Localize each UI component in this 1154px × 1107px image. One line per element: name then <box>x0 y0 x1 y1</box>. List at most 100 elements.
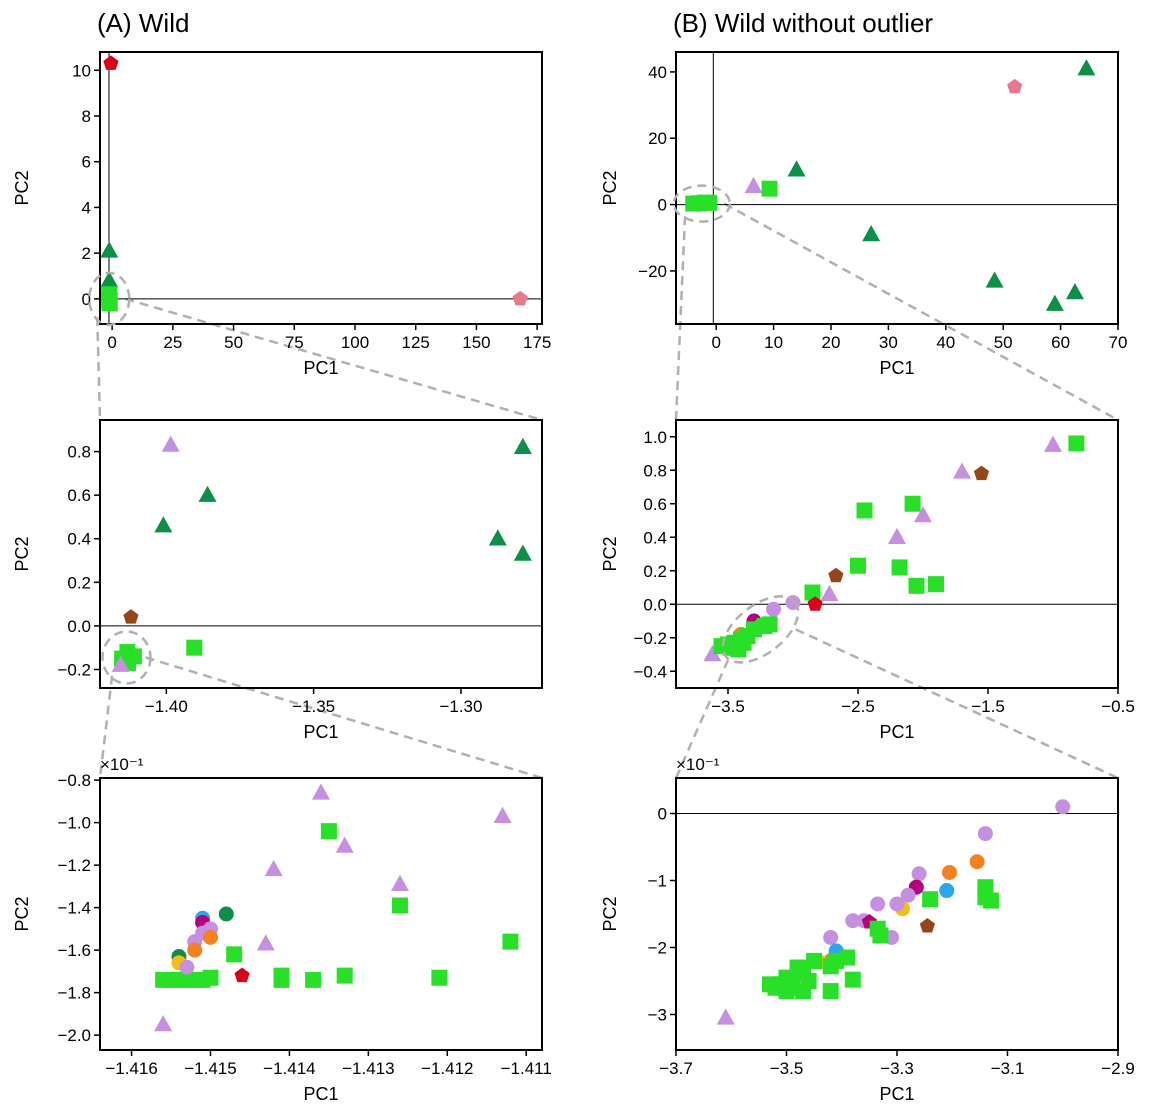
axis-exponent: ×10⁻¹ <box>100 755 144 774</box>
x-tick-label: 150 <box>462 333 490 352</box>
scatter-plot-a3: −1.416 −1.415 −1.414 −1.413 −1.412 −1.411 −2.0… <box>12 755 552 1104</box>
x-axis-label: PC1 <box>303 722 338 742</box>
y-tick-label: 10 <box>72 61 91 80</box>
x-tick-label: 100 <box>341 333 369 352</box>
y-axis-label: PC2 <box>12 896 32 931</box>
zoom-connector-left <box>95 317 102 421</box>
data-point-triangle <box>513 437 532 454</box>
x-tick-label: −3.3 <box>880 1059 914 1078</box>
zoom-connector-right <box>723 202 1119 422</box>
y-tick-label: 1.0 <box>643 428 667 447</box>
x-tick-label: −2.9 <box>1101 1059 1135 1078</box>
plot-frame <box>675 51 1119 325</box>
data-point-square <box>502 933 519 950</box>
x-tick-label: −1.30 <box>439 697 482 716</box>
plot-frame <box>675 419 1119 689</box>
x-tick-label: 40 <box>936 333 955 352</box>
x-tick-label: −3.1 <box>991 1059 1025 1078</box>
zoom-connectors <box>95 202 1119 780</box>
data-point-square <box>850 557 866 574</box>
data-point-triangle <box>1065 283 1084 300</box>
y-tick-label: 0 <box>82 290 91 309</box>
y-tick-label: 0.0 <box>643 595 667 614</box>
data-point-square <box>226 946 243 963</box>
data-point-square <box>822 983 839 1000</box>
data-point-square <box>305 971 322 988</box>
data-point-triangle <box>862 224 881 242</box>
data-point-triangle <box>744 176 763 194</box>
plot-frame <box>675 777 1119 1051</box>
x-tick-label: −1.40 <box>145 697 188 716</box>
x-tick-label: 20 <box>822 333 841 352</box>
data-point-triangle <box>716 1008 735 1025</box>
y-tick-label: −0.8 <box>57 771 91 790</box>
data-point-circle <box>939 883 955 899</box>
data-point-square <box>701 194 718 211</box>
y-tick-label: 0.0 <box>67 617 91 636</box>
x-tick-label: −1.416 <box>105 1059 157 1078</box>
data-point-pentagon <box>1007 78 1023 94</box>
y-tick-label: 0.4 <box>67 530 91 549</box>
y-tick-label: 0.8 <box>67 443 91 462</box>
axis-exponent: ×10⁻¹ <box>676 755 720 774</box>
plot-frame <box>99 419 543 689</box>
x-tick-label: −2.5 <box>841 697 875 716</box>
zoom-region-ellipse <box>672 184 732 223</box>
y-tick-label: −3 <box>648 1005 667 1024</box>
panel-b-title: (B) Wild without outlier <box>673 8 933 38</box>
data-point-square <box>922 891 939 908</box>
data-point-triangle <box>703 645 722 662</box>
y-tick-label: 0.4 <box>643 528 667 547</box>
data-point-pentagon <box>123 609 139 624</box>
data-point-triangle <box>1045 294 1064 311</box>
data-point-triangle <box>390 874 409 891</box>
y-tick-label: −2.0 <box>57 1026 91 1045</box>
data-point-circle <box>870 896 886 912</box>
data-point-circle <box>203 929 218 945</box>
scatter-plot-b3: −3.7 −3.5 −3.3 −3.1 −2.9 −3 −2 −1 0 PC1 PC2 ×10⁻¹ <box>600 755 1135 1104</box>
data-point-triangle <box>513 544 532 561</box>
data-point-square <box>928 576 944 593</box>
data-point-circle <box>911 866 927 882</box>
data-point-triangle <box>198 485 217 502</box>
x-tick-label: 30 <box>879 333 898 352</box>
data-point-square <box>844 971 861 988</box>
y-tick-label: −0.4 <box>633 662 667 681</box>
x-tick-label: −3.7 <box>659 1059 693 1078</box>
data-point-triangle <box>154 1015 173 1032</box>
data-point-square <box>872 927 889 944</box>
data-point-circle <box>218 906 234 922</box>
zoom-region-ellipse <box>87 271 131 327</box>
data-point-triangle <box>154 516 173 533</box>
data-point-square <box>908 577 925 594</box>
data-point-square <box>194 971 211 988</box>
x-tick-label: −0.5 <box>1101 697 1135 716</box>
data-point-triangle <box>161 435 180 452</box>
data-point-square <box>891 559 908 576</box>
data-point-square <box>391 897 408 914</box>
data-point-triangle <box>100 241 119 258</box>
data-point-triangle <box>888 527 906 544</box>
x-tick-label: −1.411 <box>501 1059 552 1078</box>
data-point-square <box>431 969 448 986</box>
zoom-connector-left <box>98 675 114 779</box>
panel-a-title: (A) Wild <box>97 8 189 38</box>
plot-frame <box>99 51 543 325</box>
y-tick-label: −0.2 <box>633 629 667 648</box>
x-axis-label: PC1 <box>879 1084 914 1104</box>
data-point-pentagon <box>103 55 119 70</box>
y-axis-label: PC2 <box>600 170 620 205</box>
x-tick-label: 50 <box>994 333 1013 352</box>
y-tick-label: 0 <box>658 196 667 215</box>
data-point-square <box>320 823 337 840</box>
data-point-square <box>186 639 203 656</box>
data-point-circle <box>766 601 781 617</box>
y-tick-label: 0.6 <box>67 486 91 505</box>
y-tick-label: 8 <box>82 107 91 126</box>
data-point-circle <box>823 929 839 945</box>
y-tick-label: −2 <box>648 938 667 957</box>
zoom-connector-left <box>674 645 736 779</box>
data-point-circle <box>889 896 905 912</box>
y-tick-label: 0.2 <box>67 573 91 592</box>
